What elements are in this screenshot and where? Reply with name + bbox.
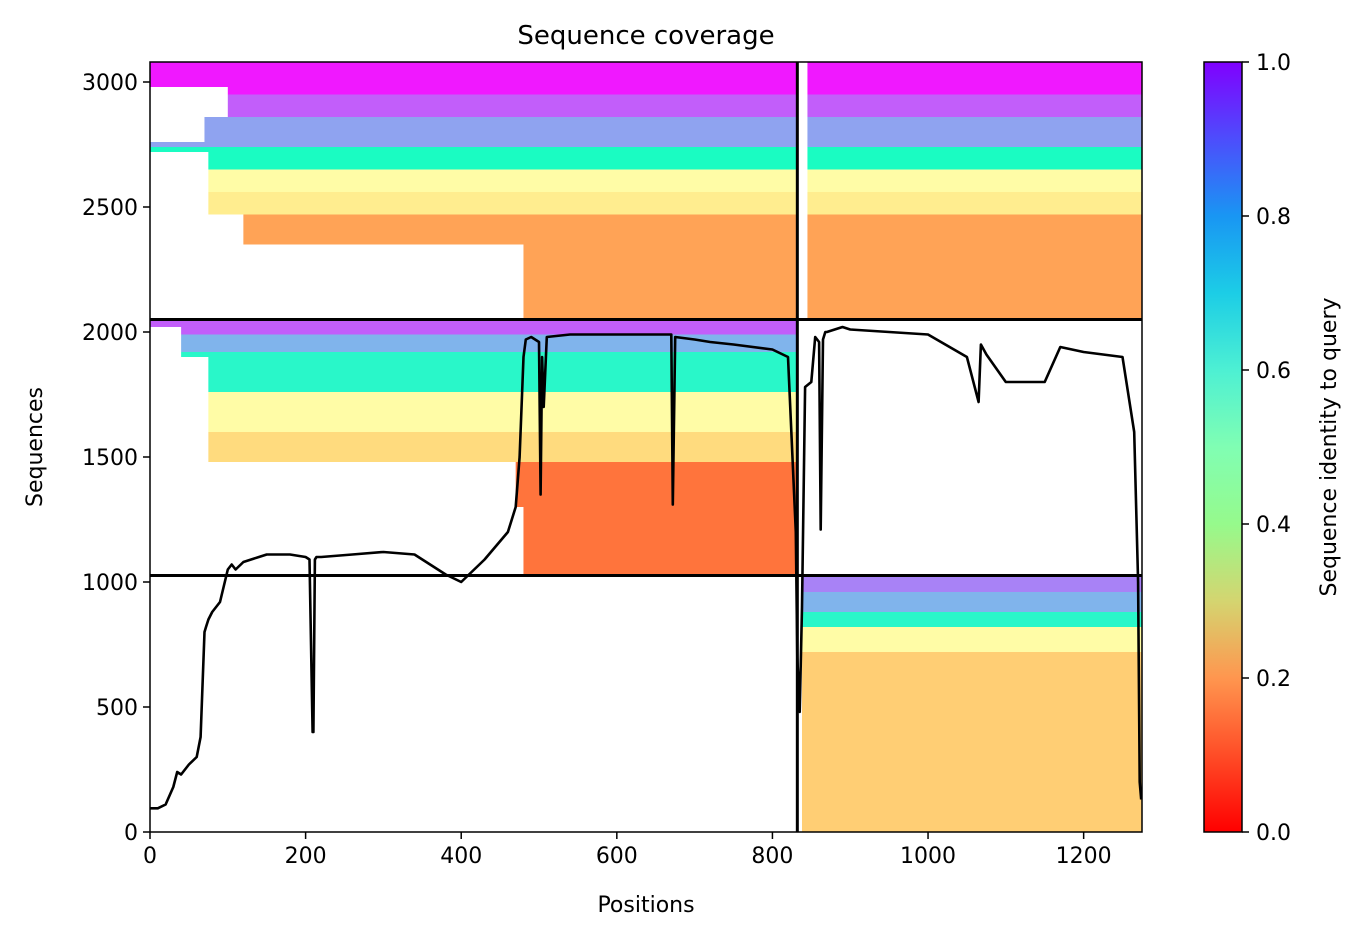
- heatmap-cell: [807, 117, 1142, 147]
- x-tick-label: 800: [751, 844, 793, 869]
- colorbar-ticks: 0.0 0.2 0.4 0.6 0.8 1.0: [1242, 51, 1291, 846]
- colorbar: 0.0 0.2 0.4 0.6 0.8 1.0 Sequence identity to …: [1203, 51, 1342, 846]
- heatmap-cell: [208, 152, 798, 170]
- heatmap-cell: [801, 627, 1142, 652]
- heatmap-cell: [523, 507, 798, 576]
- x-tick-label: 1200: [1056, 844, 1112, 869]
- heatmap-cell: [807, 147, 1142, 170]
- chart-title: Sequence coverage: [517, 21, 774, 51]
- x-axis-label: Positions: [597, 893, 694, 918]
- x-tick-label: 600: [596, 844, 638, 869]
- y-tick-label: 2500: [82, 196, 138, 221]
- y-tick-label: 3000: [82, 71, 138, 96]
- heatmap: [150, 62, 1142, 832]
- heatmap-cell: [150, 62, 798, 87]
- heatmap-cell: [150, 142, 798, 147]
- heatmap-cell: [801, 612, 1142, 627]
- y-tick-label: 1500: [82, 446, 138, 471]
- y-tick-label: 2000: [82, 321, 138, 346]
- x-tick-label: 0: [143, 844, 157, 869]
- heatmap-cell: [150, 147, 798, 152]
- heatmap-cell: [181, 327, 798, 335]
- y-axis: 0 500 1000 1500 2000 2500 3000: [82, 71, 150, 846]
- colorbar-tick-label: 1.0: [1256, 51, 1291, 76]
- x-tick-label: 200: [285, 844, 327, 869]
- heatmap-cell: [208, 357, 798, 392]
- heatmap-cell: [208, 169, 798, 192]
- plot-frame: [149, 61, 1143, 833]
- heatmap-cell: [243, 214, 798, 245]
- heatmap-cell: [515, 462, 798, 507]
- colorbar-tick-label: 0.4: [1256, 513, 1291, 538]
- heatmap-cell: [227, 87, 798, 95]
- colorbar-gradient: [1203, 61, 1243, 833]
- heatmap-cell: [208, 192, 798, 215]
- y-axis-label: Sequences: [23, 387, 48, 507]
- heatmap-cell: [801, 592, 1142, 612]
- y-tick-label: 500: [96, 696, 138, 721]
- x-axis: 0 200 400 600 800 1000 1200: [143, 832, 1112, 869]
- heatmap-cell: [807, 62, 1142, 95]
- heatmap-cell: [807, 214, 1142, 320]
- y-tick-label: 0: [124, 821, 138, 846]
- heatmap-cell: [208, 392, 798, 407]
- heatmap-cell: [181, 352, 798, 357]
- heatmap-cell: [181, 334, 798, 352]
- heatmap-cell: [801, 575, 1142, 592]
- heatmap-cell: [801, 652, 1142, 832]
- colorbar-tick-label: 0.0: [1256, 821, 1291, 846]
- heatmap-cell: [208, 432, 798, 462]
- heatmap-cell: [807, 192, 1142, 215]
- colorbar-label: Sequence identity to query: [1317, 297, 1342, 596]
- heatmap-cell: [807, 169, 1142, 192]
- heatmap-cell: [150, 319, 798, 327]
- colorbar-tick-label: 0.6: [1256, 359, 1291, 384]
- heatmap-cell: [208, 407, 798, 432]
- heatmap-cell: [523, 244, 798, 320]
- heatmap-cell: [807, 94, 1142, 117]
- colorbar-tick-label: 0.2: [1256, 667, 1291, 692]
- x-tick-label: 1000: [900, 844, 956, 869]
- coverage-line: [150, 325, 1142, 810]
- heatmap-cell: [227, 94, 798, 117]
- colorbar-tick-label: 0.8: [1256, 205, 1291, 230]
- coverage-line-group: [150, 325, 1142, 810]
- y-tick-label: 1000: [82, 571, 138, 596]
- x-tick-label: 400: [440, 844, 482, 869]
- heatmap-cell: [204, 117, 798, 142]
